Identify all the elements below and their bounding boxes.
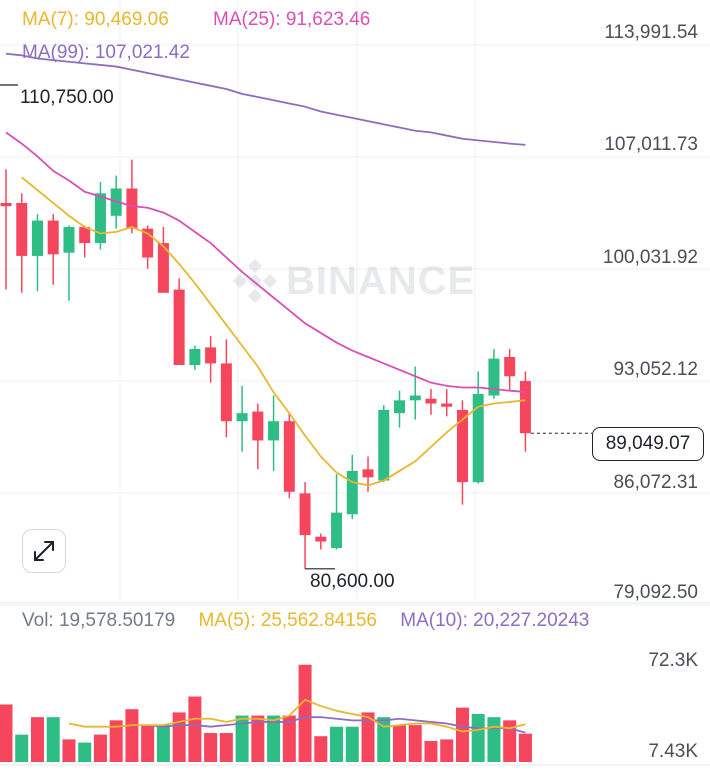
price-tick-4: 86,072.31 (613, 472, 698, 493)
volume-bar-33 (518, 733, 532, 762)
volume-max-label: 72.3K (648, 650, 698, 671)
candle-body-28 (441, 403, 453, 407)
volume-bar-22 (345, 726, 359, 762)
volume-bar-27 (424, 740, 438, 762)
candle-body-4 (63, 227, 75, 253)
expand-arrows-icon (34, 541, 54, 561)
volume-bar-17 (267, 715, 281, 762)
volume-bar-4 (62, 739, 76, 762)
volume-bar-21 (330, 726, 344, 762)
candle-body-16 (252, 411, 264, 441)
ma7-label: MA(7): 90,469.06 (22, 9, 169, 30)
current-price-label: 89,049.07 (592, 427, 704, 461)
volume-bar-28 (440, 739, 454, 762)
ma7-line (21, 176, 526, 487)
volume-bar-29 (455, 707, 469, 762)
volume-bar-2 (30, 717, 44, 762)
candle-body-11 (173, 289, 185, 366)
high-price-label: 110,750.00 (20, 87, 114, 108)
vol-ma5-label: MA(5): 25,562.84156 (198, 610, 377, 631)
volume-indicators: Vol: 19,578.50179 MA(5): 25,562.84156 MA… (22, 610, 607, 632)
price-tick-5: 79,092.50 (613, 582, 698, 603)
low-price-label: 80,600.00 (310, 571, 395, 592)
volume-bar-1 (15, 734, 29, 762)
price-tick-0: 113,991.54 (604, 22, 698, 43)
vol-ma5-line (68, 698, 526, 733)
candle-body-8 (126, 188, 138, 229)
candle-body-33 (519, 381, 531, 434)
candle-body-20 (315, 536, 327, 542)
ma25-line (5, 131, 526, 393)
ma99-line (5, 52, 526, 146)
volume-bar-8 (125, 709, 139, 762)
volume-bar-32 (503, 720, 517, 762)
ma99-label: MA(99): 107,021.42 (22, 42, 190, 63)
candle-body-14 (220, 363, 232, 422)
vol-ma10-line (147, 716, 526, 734)
candle-body-23 (362, 469, 374, 478)
volume-bar-30 (471, 713, 485, 762)
candle-body-31 (488, 358, 500, 396)
candle-body-12 (189, 348, 201, 366)
candle-body-15 (236, 413, 248, 422)
candle-body-1 (16, 202, 28, 256)
volume-bar-6 (93, 734, 107, 762)
price-tick-2: 100,031.92 (602, 247, 698, 268)
volume-bar-9 (141, 725, 155, 762)
price-tick-3: 93,052.12 (613, 359, 698, 380)
volume-bar-31 (487, 717, 501, 762)
candle-body-30 (472, 393, 484, 483)
candle-body-24 (378, 409, 390, 481)
candle-body-6 (94, 193, 106, 244)
volume-bar-0 (0, 704, 13, 762)
candle-body-0 (0, 202, 12, 207)
watermark: BINANCE (232, 258, 475, 304)
volume-bar-18 (282, 715, 296, 762)
volume-bar-10 (156, 725, 170, 762)
volume-bar-25 (393, 725, 406, 762)
candle-body-9 (142, 228, 154, 258)
price-tick-1: 107,011.73 (604, 134, 698, 155)
volume-bar-24 (377, 717, 391, 762)
candle-body-22 (346, 470, 358, 515)
candle-body-25 (394, 400, 405, 414)
binance-logo-icon (232, 258, 278, 304)
ma25-label: MA(25): 91,623.46 (213, 9, 371, 30)
candle-body-18 (283, 421, 295, 492)
candle-body-2 (31, 220, 43, 256)
candle-body-3 (47, 220, 59, 255)
candle-body-5 (79, 227, 91, 244)
candle-body-10 (157, 243, 169, 293)
volume-bar-11 (172, 712, 186, 762)
candle-body-26 (409, 395, 421, 401)
vol-ma10-label: MA(10): 20,227.20243 (400, 610, 590, 631)
expand-button[interactable] (22, 529, 66, 573)
volume-bar-26 (408, 725, 422, 762)
candle-body-17 (268, 421, 280, 441)
candle-body-21 (331, 512, 343, 548)
volume-bar-14 (219, 733, 233, 762)
candle-body-27 (425, 398, 437, 404)
candle-body-19 (299, 493, 311, 536)
volume-bar-20 (314, 736, 328, 762)
volume-bar-7 (109, 720, 123, 762)
candle-body-32 (504, 356, 516, 377)
volume-bar-15 (235, 715, 249, 762)
volume-bar-16 (251, 715, 265, 762)
vol-label: Vol: 19,578.50179 (22, 610, 176, 631)
volume-bar-12 (188, 696, 202, 762)
volume-bar-3 (46, 717, 60, 762)
candle-body-13 (205, 347, 217, 364)
volume-bar-13 (204, 733, 218, 762)
volume-bar-19 (298, 664, 312, 762)
candle-body-29 (456, 409, 468, 483)
volume-bar-5 (78, 742, 92, 762)
volume-min-label: 7.43K (648, 741, 698, 762)
watermark-text: BINANCE (286, 258, 476, 303)
volume-bar-23 (361, 712, 375, 762)
